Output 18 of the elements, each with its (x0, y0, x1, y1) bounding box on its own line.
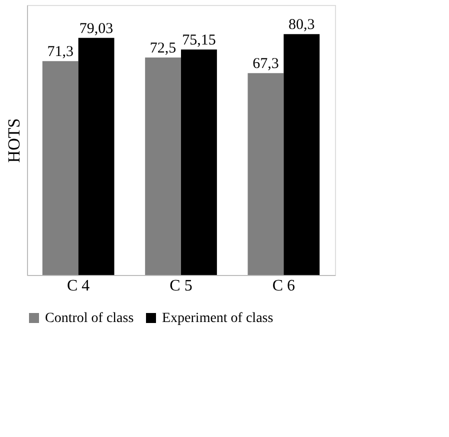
data-label: 71,3 (47, 44, 74, 60)
bar (78, 38, 114, 275)
bar (42, 61, 78, 275)
data-label: 72,5 (150, 40, 176, 56)
bar (145, 58, 181, 275)
data-label: 80,3 (288, 17, 315, 34)
data-label: 67,3 (252, 56, 279, 72)
y-axis-title: HOTS (4, 118, 24, 163)
x-tick-label: C 6 (272, 278, 296, 294)
data-label: 75,15 (182, 32, 216, 49)
bar (248, 73, 284, 275)
x-tick-label: C 4 (66, 278, 90, 294)
legend-label: Control of class (45, 311, 134, 326)
bar (181, 50, 217, 275)
x-tick-label: C 5 (170, 278, 192, 294)
data-label: 79,03 (79, 20, 114, 37)
bar (284, 34, 320, 275)
legend-label: Experiment of class (162, 311, 274, 326)
